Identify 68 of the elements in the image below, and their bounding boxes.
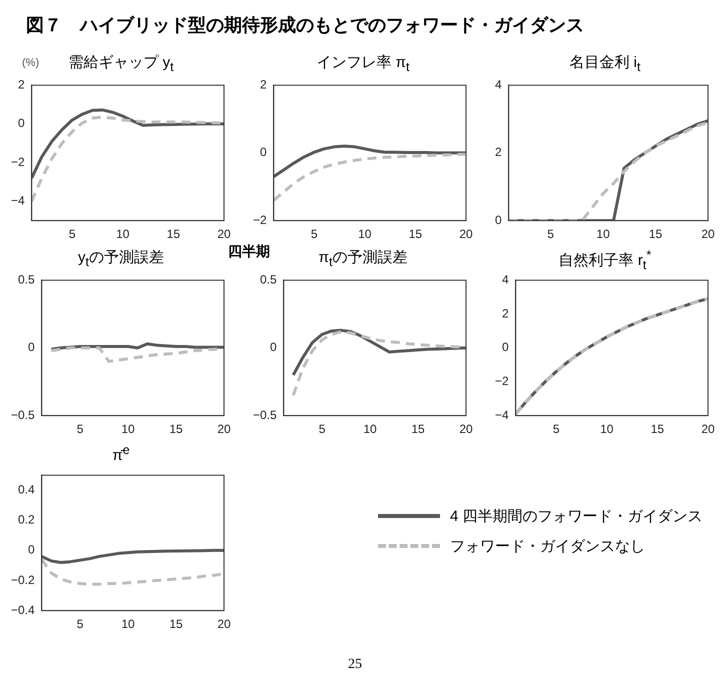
y-tick-label: −2 [252,212,267,227]
y-tick-label: −2 [10,154,25,169]
x-tick-label: 5 [318,422,326,436]
y-tick-label: 0 [270,340,277,354]
y-tick-label: 0 [28,542,35,557]
y-tick-label: −0.5 [10,408,35,422]
y-tick-label: −0.4 [10,602,35,617]
x-tick-label: 5 [68,227,76,242]
chart-title: インフレ率 π$_{t}$ [315,53,410,75]
y-tick-label: 2 [260,78,267,92]
line-series [42,558,224,586]
y-tick-label: −0.2 [10,572,35,587]
x-tick-label: 15 [169,617,184,632]
y-tick-label: 0 [502,340,509,354]
chart-title: y$_{t}$の予測誤差 [78,249,164,269]
line-series [274,152,466,202]
y-tick-label: 0.4 [18,482,36,497]
y-tick-label: −0.5 [252,408,277,422]
caption: 図７ ハイブリッド型の期待形成のもとでのフォワード・ガイダンス [26,14,584,37]
chart-title: π$_{t}$の予測誤差 [318,249,408,269]
y-axis-title: (%) [22,57,40,69]
x-tick-label: 10 [116,227,130,242]
x-tick-label: 10 [596,227,610,242]
x-tick-label: 20 [701,227,715,242]
x-tick-label: 20 [217,617,231,632]
x-tick-label: 5 [76,617,84,632]
x-tick-label: 10 [358,227,372,242]
x-tick-label: 5 [76,422,84,436]
chart-title: π̄$^{e}$ [111,443,131,465]
y-tick-label: 2 [494,145,502,160]
x-tick-label: 20 [217,227,231,242]
legend-label: フォワード・ガイダンスなし [450,536,645,556]
x-tick-label: 5 [547,227,554,242]
text: 25 [348,657,362,673]
x-tick-label: 20 [459,227,473,242]
x-tick-label: 10 [600,422,614,436]
y-tick-label: 0 [494,212,502,227]
y-tick-label: 2 [502,306,509,320]
y-tick-label: −4 [10,194,25,208]
x-tick-label: 10 [363,422,378,436]
x-tick-label: 20 [217,422,231,436]
x-tick-label: 20 [459,422,473,436]
x-tick-label: 5 [310,227,318,242]
chart-title: 需給ギャップ y$_{t}$ [68,54,174,74]
x-tick-label: 15 [166,227,180,242]
y-tick-label: 2 [18,78,25,92]
chart-title: 名目金利 i$_{t}$ [568,53,642,75]
x-tick-label: 10 [121,617,136,632]
y-tick-label: 0.5 [260,272,278,287]
x-tick-label: 15 [411,422,426,436]
legend-label: 4 四半期間のフォワード・ガイダンス [450,506,703,526]
x-tick-label: 15 [408,227,422,242]
x-tick-label: 10 [121,422,136,436]
x-axis-title: 四半期 [228,243,270,261]
y-tick-label: −4 [494,408,509,422]
y-tick-label: 4 [502,272,509,287]
x-tick-label: 5 [552,422,560,436]
y-tick-label: 0 [28,340,35,354]
y-tick-label: 0.5 [18,272,36,287]
x-tick-label: 15 [648,227,663,242]
x-tick-label: 20 [701,422,715,436]
x-tick-label: 15 [650,422,664,436]
x-tick-label: 15 [169,422,184,436]
y-tick-label: 0 [260,145,267,160]
y-tick-label: 4 [494,78,502,92]
y-tick-label: −2 [494,374,509,388]
y-tick-label: 0 [18,116,25,130]
y-tick-label: 0.2 [18,512,36,527]
